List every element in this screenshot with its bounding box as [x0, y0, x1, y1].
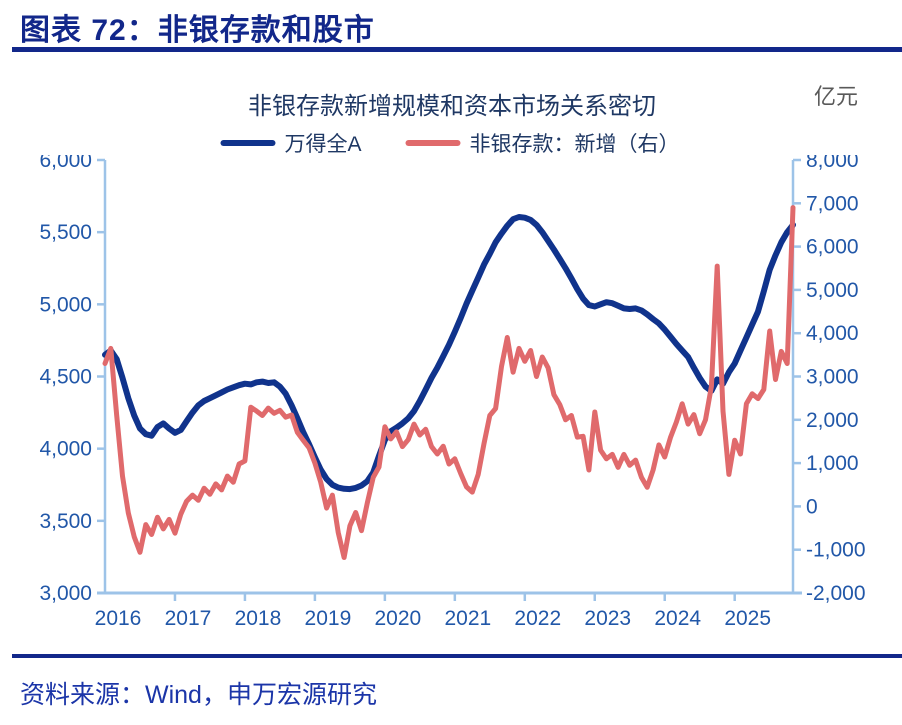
left-axis-tick-label: 4,500 — [39, 366, 92, 389]
chart-subtitle: 非银存款新增规模和资本市场关系密切 — [248, 93, 656, 120]
right-axis-tick-label: 3,000 — [806, 366, 859, 389]
x-axis-year-label: 2017 — [165, 607, 212, 630]
legend-item-nonbank-deposit: 非银存款：新增（右） — [405, 128, 680, 158]
left-axis-tick-label: 5,500 — [39, 221, 92, 244]
x-axis-year-label: 2020 — [375, 607, 422, 630]
wande-all-a-line — [102, 214, 796, 493]
red-line-swatch-icon — [405, 140, 461, 146]
x-axis-year-label: 2022 — [514, 607, 561, 630]
page-title: 图表 72：非银存款和股市 — [20, 14, 375, 47]
x-axis-year-label: 2024 — [654, 607, 701, 630]
right-axis-tick-label: 8,000 — [806, 155, 859, 172]
source-text: 资料来源：Wind，申万宏源研究 — [20, 681, 377, 709]
right-axis-tick-label: 2,000 — [806, 409, 859, 432]
left-axis-tick-label: 4,000 — [39, 438, 92, 461]
dual-axis-line-chart: 6,000 5,500 5,000 4,500 4,000 3,500 3,000 8,000… — [39, 155, 866, 630]
left-axis-tick-label: 6,000 — [39, 155, 92, 172]
left-axis-tick-label: 3,000 — [39, 582, 92, 605]
right-axis-tick-label: 6,000 — [806, 236, 859, 259]
right-axis-tick-label: 4,000 — [806, 322, 859, 345]
chart-legend: 万得全A 非银存款：新增（右） — [220, 128, 680, 158]
footer-divider — [12, 654, 902, 658]
right-axis-tick-label: -2,000 — [806, 582, 866, 605]
right-axis-unit-label: 亿元 — [814, 84, 859, 109]
x-axis-year-label: 2021 — [444, 607, 491, 630]
left-axis-tick-label: 5,000 — [39, 293, 92, 316]
x-axis-year-label: 2025 — [724, 607, 771, 630]
nonbank-deposit-line — [102, 205, 796, 560]
right-axis-tick-label: 1,000 — [806, 452, 859, 475]
legend-item-wande-all-a: 万得全A — [220, 128, 362, 158]
right-axis-tick-label: 7,000 — [806, 192, 859, 215]
x-axis-year-label: 2023 — [584, 607, 631, 630]
blue-line-swatch-icon — [220, 140, 276, 146]
header-divider — [12, 47, 902, 52]
x-axis-year-label: 2019 — [305, 607, 352, 630]
left-axis-tick-label: 3,500 — [39, 510, 92, 533]
x-axis-year-label: 2016 — [95, 607, 142, 630]
right-axis-tick-label: 0 — [806, 495, 818, 518]
right-axis-tick-label: 5,000 — [806, 279, 859, 302]
right-axis-tick-label: -1,000 — [806, 539, 866, 562]
legend-label-nonbank-deposit: 非银存款：新增（右） — [469, 133, 680, 156]
legend-label-wande-all-a: 万得全A — [284, 133, 362, 156]
x-axis-year-label: 2018 — [235, 607, 282, 630]
